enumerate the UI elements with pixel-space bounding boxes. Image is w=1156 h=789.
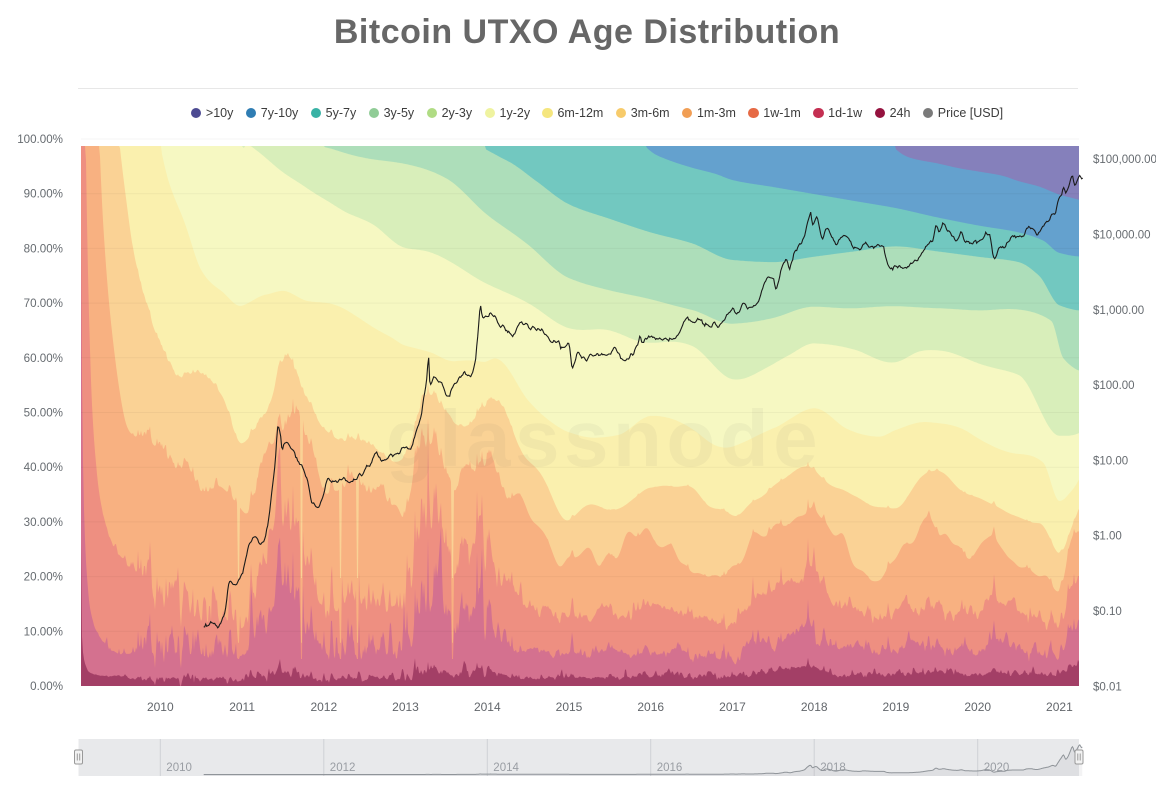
- svg-text:2021: 2021: [1046, 700, 1073, 714]
- svg-text:80.00%: 80.00%: [24, 242, 63, 255]
- svg-text:2016: 2016: [657, 762, 683, 774]
- svg-text:$100.00: $100.00: [1093, 380, 1135, 392]
- svg-text:$0.10: $0.10: [1093, 606, 1122, 618]
- svg-text:2011: 2011: [229, 700, 255, 714]
- svg-text:2020: 2020: [964, 700, 991, 714]
- svg-text:$10,000.00: $10,000.00: [1093, 230, 1151, 242]
- svg-text:100.00%: 100.00%: [17, 133, 63, 146]
- svg-text:0.00%: 0.00%: [30, 680, 63, 693]
- svg-text:2019: 2019: [883, 700, 910, 714]
- svg-text:70.00%: 70.00%: [24, 297, 63, 310]
- svg-text:2010: 2010: [166, 762, 192, 774]
- svg-text:60.00%: 60.00%: [24, 352, 63, 365]
- svg-text:50.00%: 50.00%: [24, 407, 63, 420]
- svg-text:40.00%: 40.00%: [24, 461, 63, 474]
- svg-text:$10.00: $10.00: [1093, 455, 1128, 467]
- svg-text:$1.00: $1.00: [1093, 531, 1122, 543]
- svg-text:2013: 2013: [392, 700, 419, 714]
- svg-text:10.00%: 10.00%: [24, 625, 63, 638]
- svg-text:30.00%: 30.00%: [24, 516, 63, 529]
- svg-text:2012: 2012: [330, 762, 356, 774]
- svg-text:20.00%: 20.00%: [24, 571, 63, 584]
- svg-text:2018: 2018: [801, 700, 828, 714]
- svg-text:$0.01: $0.01: [1093, 681, 1122, 693]
- svg-text:glassnode: glassnode: [386, 394, 822, 483]
- svg-text:2014: 2014: [493, 762, 519, 774]
- svg-text:2014: 2014: [474, 700, 501, 714]
- svg-text:90.00%: 90.00%: [24, 188, 63, 201]
- svg-text:2017: 2017: [719, 700, 746, 714]
- svg-text:2012: 2012: [310, 700, 337, 714]
- svg-text:2015: 2015: [556, 700, 583, 714]
- svg-text:2010: 2010: [147, 700, 174, 714]
- svg-text:$100,000.00: $100,000.00: [1093, 154, 1156, 166]
- svg-text:$1,000.00: $1,000.00: [1093, 305, 1144, 317]
- svg-text:2016: 2016: [637, 700, 664, 714]
- svg-text:2018: 2018: [820, 762, 846, 774]
